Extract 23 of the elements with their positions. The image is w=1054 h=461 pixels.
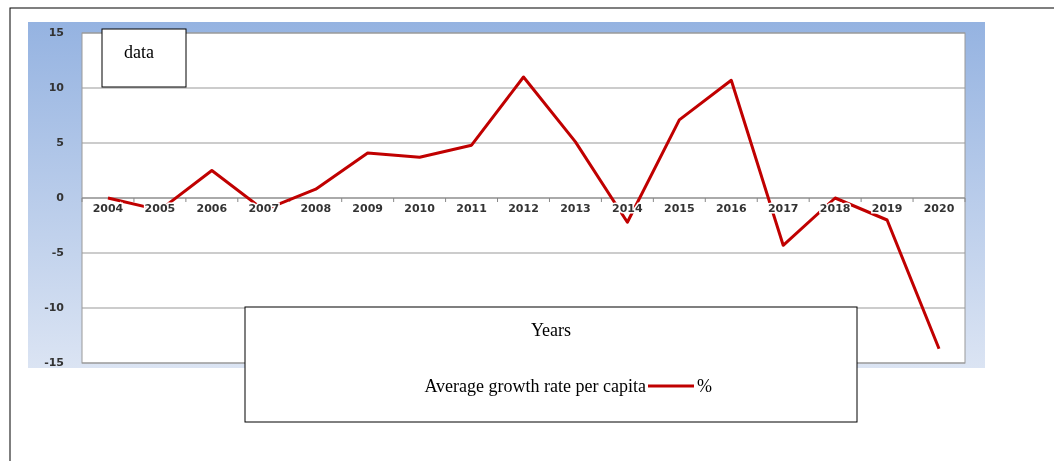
- text: %: [697, 376, 712, 396]
- x-tick-label: 2006: [196, 202, 228, 215]
- y-tick-label: -5: [51, 246, 64, 259]
- x-tick-label: 2013: [560, 202, 591, 215]
- x-tick-label: 2015: [664, 202, 695, 215]
- x-tick-label: 2010: [404, 202, 436, 215]
- x-tick-label: 2016: [715, 202, 747, 215]
- x-tick-label: 2004: [92, 202, 124, 215]
- y-axis-title: data: [124, 42, 154, 62]
- y-tick-label: -10: [44, 301, 65, 314]
- y-tick-label: -15: [44, 356, 64, 369]
- x-tick-label: 2012: [508, 202, 539, 215]
- x-tick-label: 2011: [456, 202, 487, 215]
- y-tick-label: 15: [48, 26, 64, 39]
- x-tick-label: 2008: [300, 202, 332, 215]
- x-tick-label: 2009: [352, 202, 383, 215]
- y-tick-label: 10: [48, 81, 65, 94]
- x-tick-label: 2019: [871, 202, 903, 215]
- y-tick-label: 5: [56, 136, 64, 149]
- y-tick-label: 0: [56, 191, 65, 204]
- legend-label: Average growth rate per capita: [424, 376, 647, 396]
- x-tick-label: 2020: [923, 202, 955, 215]
- x-axis-title: Years: [530, 320, 572, 340]
